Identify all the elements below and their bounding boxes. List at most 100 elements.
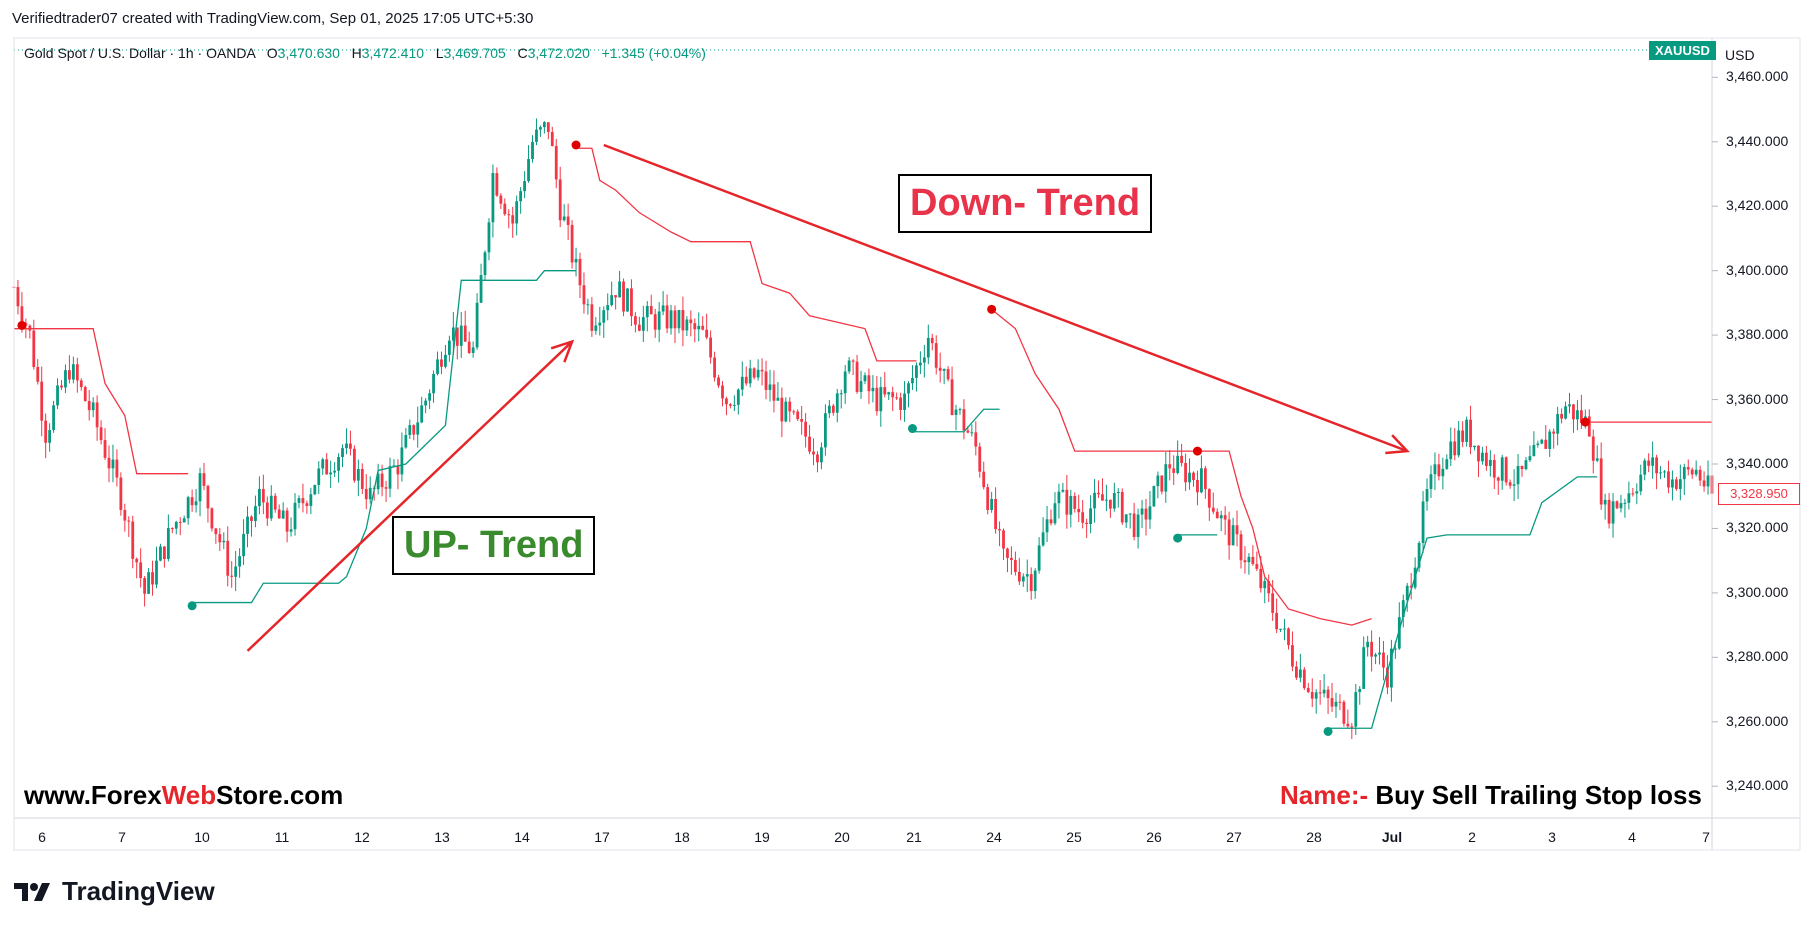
candle-body: [934, 343, 938, 368]
candle-body: [1255, 564, 1259, 569]
candle-body: [1314, 692, 1318, 699]
candle-body: [127, 520, 131, 522]
candle-body: [570, 224, 574, 263]
candle-body: [1667, 471, 1670, 488]
candle-body: [1295, 666, 1298, 678]
candle-body: [1021, 576, 1025, 582]
candle-body: [1180, 455, 1184, 464]
candle-body: [1160, 475, 1164, 492]
candle-body: [843, 371, 847, 394]
candle-body: [459, 325, 463, 346]
candle-body: [645, 305, 649, 318]
candle-body: [380, 473, 384, 488]
candle-body: [1484, 452, 1488, 466]
candle-body: [1686, 467, 1690, 470]
tradingview-logo[interactable]: TradingView: [14, 876, 215, 907]
candle-body: [1037, 545, 1041, 571]
candle-body: [1655, 457, 1658, 474]
candle-body: [1302, 669, 1306, 689]
sell-signal-dot: [17, 320, 27, 330]
candle-body: [1409, 585, 1413, 588]
candle-body: [214, 528, 218, 535]
candle-body: [1587, 416, 1591, 437]
candle-body: [210, 508, 214, 529]
tradingview-logo-text: TradingView: [62, 876, 215, 906]
candle-body: [566, 216, 570, 225]
sell-signal-dot: [987, 304, 997, 314]
candle-body: [1073, 496, 1077, 509]
candle-body: [317, 468, 321, 486]
candle-body: [535, 129, 538, 142]
candle-body: [657, 311, 661, 330]
candle-body: [352, 448, 356, 481]
candle-body: [1568, 404, 1571, 407]
indicator-name: Name:- Buy Sell Trailing Stop loss: [1280, 780, 1702, 811]
candle-body: [309, 494, 313, 506]
sell-signal-dot: [1580, 417, 1590, 427]
candle-body: [542, 122, 546, 128]
time-tick-label: 12: [354, 829, 370, 845]
candle-body: [891, 392, 895, 398]
candle-body: [705, 329, 709, 338]
chart-frame: [13, 37, 1801, 851]
candle-body: [665, 305, 669, 329]
candle-body: [994, 498, 997, 530]
trail-sell-2-line: [576, 147, 917, 362]
price-tick-label: 3,460.000: [1726, 68, 1789, 85]
candle-body: [717, 377, 720, 386]
candle-body: [1318, 692, 1322, 694]
candle-body: [269, 495, 273, 519]
candle-body: [44, 420, 48, 443]
website-part-3: Store.com: [216, 780, 344, 810]
candle-body: [784, 401, 788, 422]
candle-body: [546, 122, 550, 132]
candle-body: [432, 373, 435, 394]
candle-body: [1374, 654, 1377, 657]
trail-buy-1-line: [192, 270, 577, 604]
candle-body: [1429, 474, 1433, 490]
currency-label[interactable]: USD: [1725, 47, 1755, 63]
website-watermark: www.ForexWebStore.com: [24, 780, 343, 811]
up-trend-arrowhead: [550, 339, 575, 363]
candle-body: [135, 558, 139, 563]
candle-body: [440, 359, 443, 367]
trail-buy-2-line: [912, 408, 1000, 433]
candle-body: [926, 337, 930, 358]
last-price-tag: 3,328.950: [1718, 483, 1800, 505]
candle-body: [847, 360, 851, 372]
candle-body: [950, 379, 954, 415]
candle-body: [289, 529, 293, 532]
candle-body: [1200, 468, 1203, 493]
candle-body: [1144, 508, 1148, 520]
high-value: 3,472.410: [361, 45, 425, 61]
candle-body: [1322, 689, 1326, 694]
candle-body: [230, 575, 234, 577]
candle-body: [732, 404, 736, 406]
candle-body: [1025, 574, 1029, 577]
candle-body: [238, 556, 242, 567]
candle-body: [329, 472, 333, 475]
candle-body: [123, 510, 127, 521]
candle-body: [115, 459, 119, 478]
down-trend-arrow: [603, 143, 1408, 453]
candle-body: [32, 330, 36, 367]
candle-body: [768, 384, 772, 390]
candle-body: [527, 159, 530, 182]
candle-body: [1615, 501, 1619, 509]
candle-body: [859, 381, 863, 392]
candle-body: [1425, 489, 1429, 502]
candle-body: [1259, 568, 1263, 589]
candle-body: [1128, 513, 1132, 515]
candle-body: [823, 413, 827, 448]
candle-body: [408, 425, 412, 436]
candle-body: [337, 456, 340, 471]
candle-body: [226, 540, 230, 576]
candle-body: [1188, 472, 1191, 483]
candle-body: [1061, 489, 1065, 492]
candle-body: [942, 368, 946, 371]
candle-body: [1350, 726, 1354, 728]
candle-body: [780, 397, 784, 422]
candle-body: [887, 392, 891, 395]
candle-body: [36, 366, 40, 382]
